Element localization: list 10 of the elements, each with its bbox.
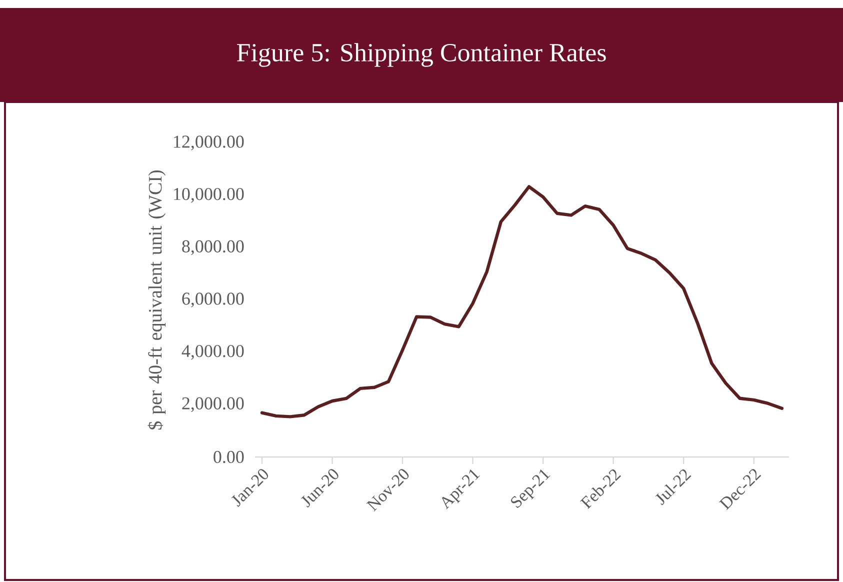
y-tick-label: 12,000.00 [174,136,244,150]
y-tick-label: 10,000.00 [174,188,244,203]
y-axis-title: $ per 40-ft equivalent unit (WCI) [148,170,166,430]
chart-title: Figure 5: Shipping Container Rates [237,43,606,67]
y-tick-label: 4,000.00 [182,344,244,360]
y-tick-label: 0.00 [214,450,244,464]
y-tick-label: 8,000.00 [182,240,244,256]
y-tick-label: 2,000.00 [182,397,244,412]
line-series [260,185,784,418]
y-tick-label: 6,000.00 [182,292,244,308]
